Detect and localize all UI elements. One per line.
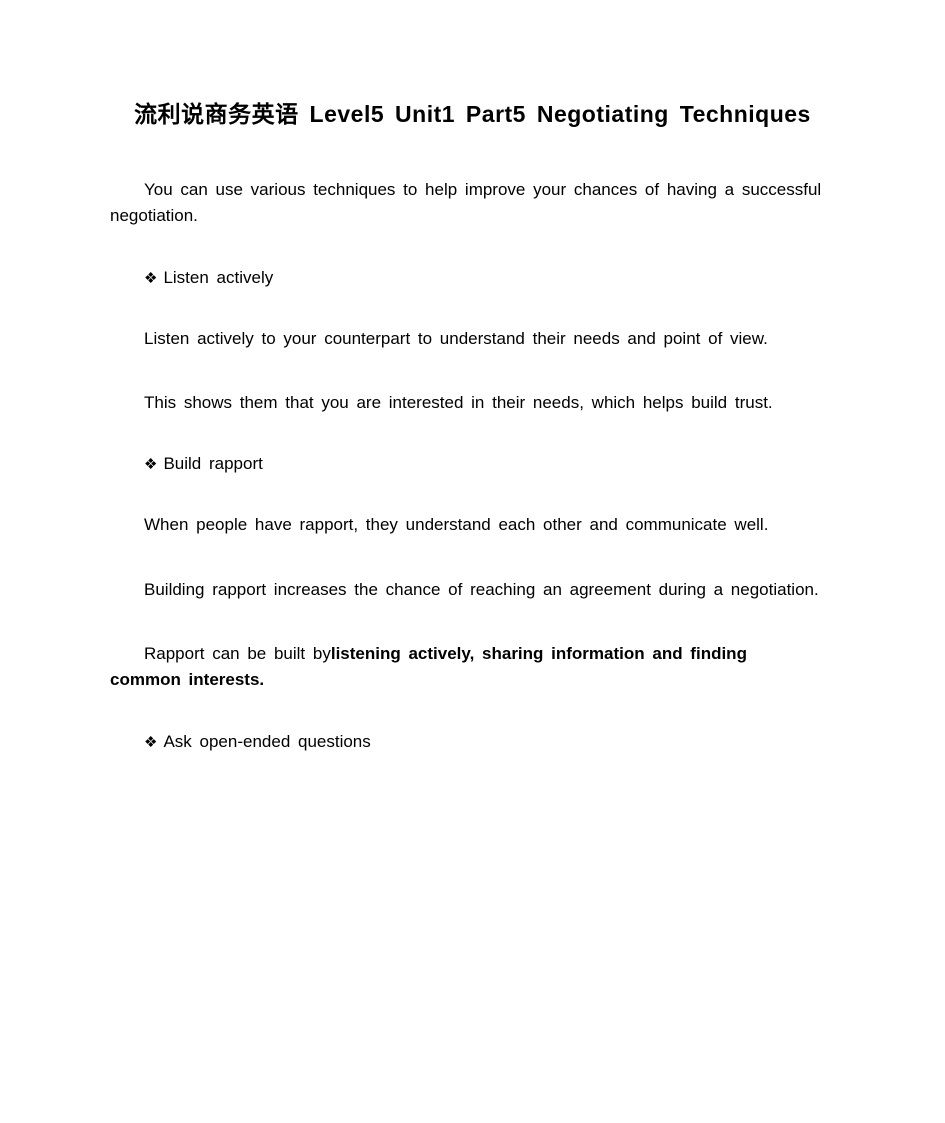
body-paragraph: Building rapport increases the chance of… xyxy=(110,577,835,603)
body-paragraph: This shows them that you are interested … xyxy=(110,390,835,416)
rapport-bold-text: listening actively, sharing information … xyxy=(331,644,747,663)
rapport-lead-text: Rapport can be built by xyxy=(144,644,331,663)
body-paragraph: Listen actively to your counterpart to u… xyxy=(110,326,835,352)
document-page: 流利说商务英语 Level5 Unit1 Part5 Negotiating T… xyxy=(0,0,945,1123)
rapport-methods-paragraph: Rapport can be built bylistening activel… xyxy=(110,641,835,694)
bullet-ask-open-ended-questions: Ask open-ended questions xyxy=(110,732,835,752)
document-title: 流利说商务英语 Level5 Unit1 Part5 Negotiating T… xyxy=(110,95,835,129)
bullet-build-rapport: Build rapport xyxy=(110,454,835,474)
intro-paragraph: You can use various techniques to help i… xyxy=(110,177,835,230)
body-paragraph: When people have rapport, they understan… xyxy=(110,512,835,538)
bullet-listen-actively: Listen actively xyxy=(110,268,835,288)
rapport-bold-continuation: common interests. xyxy=(110,667,835,693)
